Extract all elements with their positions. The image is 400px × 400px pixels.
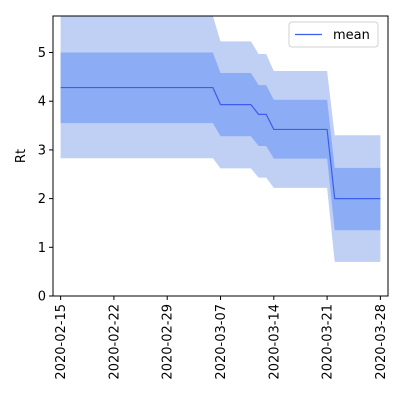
x-axis: 2020-02-15 2020-02-22 2020-02-29 2020-03-07… [54, 296, 389, 380]
legend-label-mean: mean [333, 28, 370, 43]
x-tick-label: 2020-02-22 [107, 304, 122, 380]
inner-credible-band [60, 52, 381, 231]
x-tick-label: 2020-02-15 [54, 304, 69, 380]
y-axis: 0 1 2 3 4 5 [38, 46, 53, 305]
legend-box [288, 21, 379, 48]
y-tick-label: 0 [38, 290, 46, 305]
x-tick-label: 2020-03-28 [374, 304, 389, 380]
plot-area [60, 16, 381, 262]
mean-line [60, 86, 381, 200]
x-tick-label: 2020-03-14 [267, 304, 282, 380]
y-tick-label: 2 [38, 192, 46, 207]
y-tick-label: 1 [38, 241, 46, 256]
x-tick-label: 2020-03-07 [214, 304, 229, 380]
y-axis-label: Rt [14, 149, 29, 163]
y-tick-label: 3 [38, 143, 46, 158]
y-tick-label: 5 [38, 46, 46, 61]
x-tick-label: 2020-03-21 [321, 304, 336, 380]
y-tick-label: 4 [38, 95, 46, 110]
x-tick-label: 2020-02-29 [161, 304, 176, 380]
legend: mean [288, 21, 379, 48]
